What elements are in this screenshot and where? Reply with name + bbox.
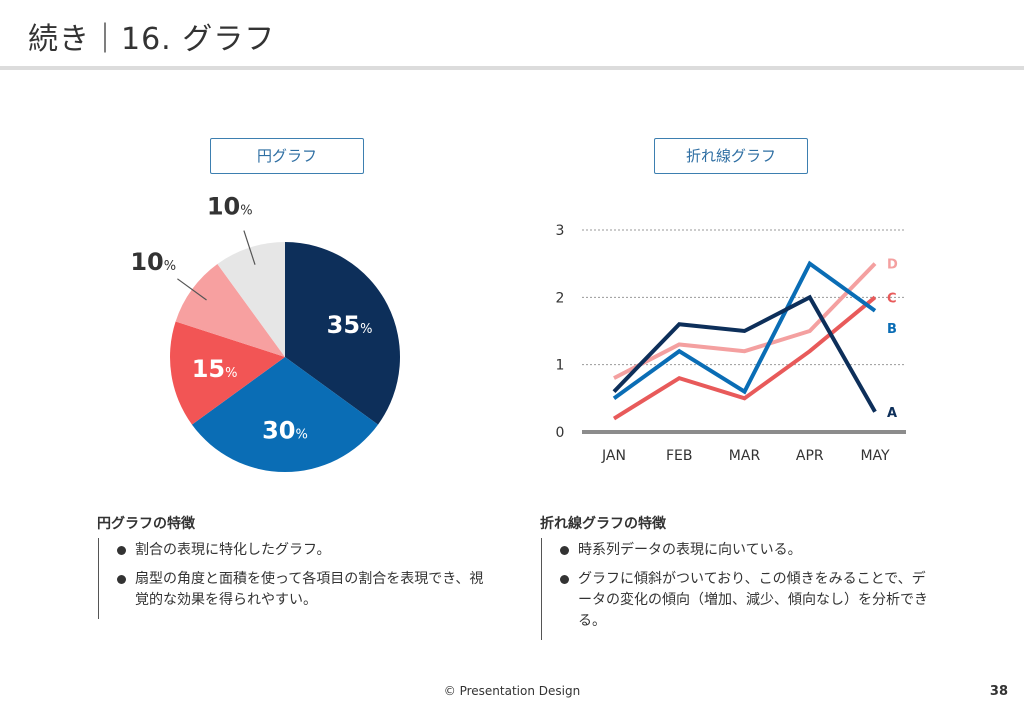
series-label-C: C [887, 291, 897, 306]
pie-leader-line-4 [243, 230, 256, 265]
y-tick-label: 1 [556, 358, 565, 374]
y-tick-label: 3 [556, 223, 565, 239]
series-label-D: D [887, 258, 898, 273]
pie-data-label-3: 10% [130, 248, 176, 276]
series-line-A [612, 294, 877, 413]
pie-slice-3 [175, 263, 285, 357]
list-item: 時系列データの表現に向いている。 [556, 540, 936, 561]
line-features-list: 時系列データの表現に向いている。 グラフに傾斜がついており、この傾きをみることで… [541, 538, 936, 640]
list-item: グラフに傾斜がついており、この傾きをみることで、データの変化の傾向（増加、減少、… [556, 569, 936, 632]
pie-features-list: 割合の表現に特化したグラフ。 扇型の角度と面積を使って各項目の割合を表現でき、視… [98, 538, 493, 619]
pie-slice-1 [191, 357, 379, 472]
page-number: 38 [989, 684, 1008, 699]
title-bar: 続き｜16. グラフ [0, 0, 1024, 70]
pie-slice-4 [217, 242, 285, 357]
line-chart: 0 1 2 3 JAN FEB MAR APR MAY A B C D [556, 223, 906, 464]
pie-chart: 35% 30% 15% 10% 10% [130, 192, 400, 472]
pie-features-heading: 円グラフの特徴 [97, 516, 195, 532]
pie-leader-line-3 [177, 278, 207, 301]
pie-slice-2 [170, 321, 285, 425]
pie-data-label-1: 30% [262, 416, 308, 444]
pie-slice-0 [285, 242, 400, 425]
x-tick-label: JAN [601, 448, 626, 464]
pie-data-label-4: 10% [207, 192, 253, 220]
pie-chart-label: 円グラフ [210, 138, 364, 174]
y-tick-label: 2 [556, 290, 565, 306]
y-tick-label: 0 [556, 425, 565, 441]
series-label-B: B [887, 322, 897, 337]
list-item: 割合の表現に特化したグラフ。 [113, 540, 493, 561]
line-features-heading: 折れ線グラフの特徴 [540, 516, 666, 532]
series-label-A: A [887, 406, 897, 421]
page-title: 続き｜16. グラフ [28, 22, 276, 57]
series-line-B [612, 260, 877, 400]
pie-data-label-2: 15% [192, 355, 238, 383]
pie-data-label-0: 35% [327, 311, 373, 339]
series-line-D [613, 262, 877, 380]
x-tick-label: APR [796, 448, 824, 464]
x-tick-label: MAR [729, 448, 761, 464]
x-tick-label: FEB [666, 448, 693, 464]
footer-copyright: © Presentation Design [443, 684, 581, 698]
x-tick-label: MAY [860, 448, 890, 464]
list-item: 扇型の角度と面積を使って各項目の割合を表現でき、視覚的な効果を得られやすい。 [113, 569, 493, 611]
line-chart-label: 折れ線グラフ [654, 138, 808, 174]
